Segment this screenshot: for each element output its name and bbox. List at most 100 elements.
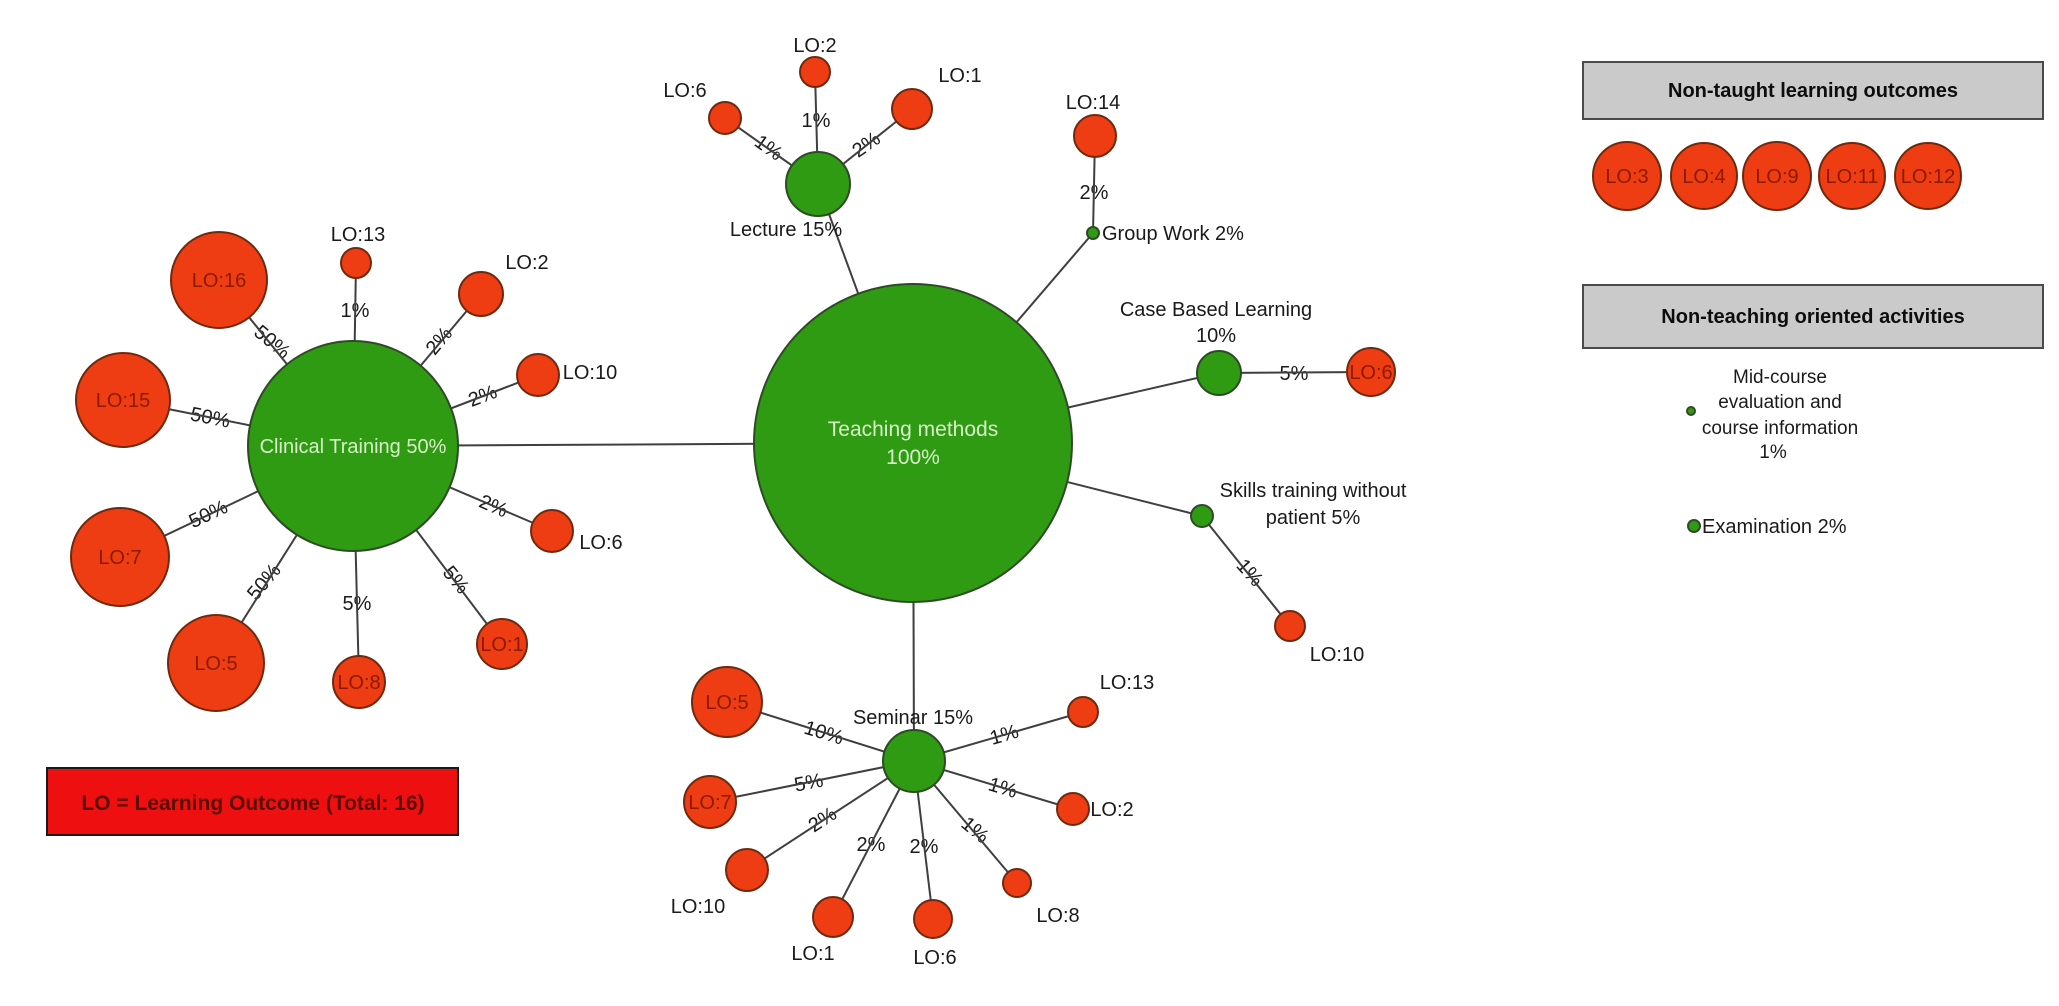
case-based-label-line1: Case Based Learning (1120, 299, 1312, 321)
label-clinical-lo16: LO:16 (192, 270, 246, 292)
label-seminar-lo6: LO:6 (913, 947, 956, 969)
node-seminar-lo1 (812, 896, 854, 938)
label-clinical-lo15: LO:15 (96, 390, 150, 412)
label-seminar-lo8: LO:8 (1036, 905, 1079, 927)
label-clinical-lo1: LO:1 (480, 634, 523, 656)
note-box-group: LO = Learning Outcome (Total: 16) (46, 767, 459, 836)
node-seminar (882, 729, 946, 793)
label-lecture-lo1: LO:1 (938, 65, 981, 87)
legend-non-taught-header-box (1582, 61, 2044, 120)
edge-seminar-lo10 (746, 760, 915, 871)
label-clinical-lo10: LO:10 (563, 362, 617, 384)
node-seminar-lo7 (683, 775, 737, 829)
label-casebased-lo6: LO:6 (1349, 362, 1392, 384)
nodes (70, 56, 1396, 939)
label-clinical-lo13: LO:13 (331, 224, 385, 246)
legend-node-lo12 (1894, 142, 1962, 210)
label-groupwork-lo14: LO:14 (1066, 92, 1120, 114)
label-seminar-lo2: LO:2 (1090, 799, 1133, 821)
legend-non-taught-title: Non-taught learning outcomes (1668, 80, 1958, 102)
label-seminar-lo10: LO:10 (671, 896, 725, 918)
group-work-label: Group Work 2% (1102, 223, 1244, 245)
node-casebased-lo6 (1346, 347, 1396, 397)
node-clinical-lo5 (167, 614, 265, 712)
note-text: LO = Learning Outcome (Total: 16) (81, 792, 424, 815)
node-lecture-lo6 (708, 101, 742, 135)
node-lecture-lo2 (799, 56, 831, 88)
midcourse-line3: course information (1702, 418, 1858, 439)
outside-labels: LO:13 LO:2 LO:10 LO:6 LO:6 LO:2 LO:1 LO:… (331, 35, 1364, 969)
legend-non-teaching-title: Non-teaching oriented activities (1661, 306, 1964, 328)
node-lecture-lo1 (891, 88, 933, 130)
label-seminar-lo1: LO:1 (791, 943, 834, 965)
label-clinical-lo2: LO:2 (505, 252, 548, 274)
label-seminar-lo5: LO:5 (705, 692, 748, 714)
skills-label-line2: patient 5% (1266, 507, 1361, 529)
legend-node-lo11 (1818, 142, 1886, 210)
legend-node-lo4 (1670, 142, 1738, 210)
pct-clinical-lo5: 50% (243, 560, 286, 605)
legend-non-teaching-header-box (1582, 284, 2044, 349)
legend-label-lo4: LO:4 (1682, 166, 1725, 188)
label-clinical-lo5: LO:5 (194, 653, 237, 675)
label-clinical-lo7: LO:7 (98, 547, 141, 569)
legend-non-teaching: Non-teaching oriented activities Mid-cou… (1582, 284, 2044, 538)
node-clinical-lo6 (530, 509, 574, 553)
node-labels: Teaching methods 100% Clinical Training … (260, 219, 1407, 729)
note-box (46, 767, 459, 836)
node-clinical-lo13 (340, 247, 372, 279)
node-clinical-lo7 (70, 507, 170, 607)
case-based-label-line2: 10% (1196, 325, 1236, 347)
node-group-work (1086, 226, 1100, 240)
node-clinical-lo10 (516, 353, 560, 397)
label-skills-lo10: LO:10 (1310, 644, 1364, 666)
label-clinical-lo8: LO:8 (337, 672, 380, 694)
lecture-label: Lecture 15% (730, 219, 843, 241)
node-seminar-lo13 (1067, 696, 1099, 728)
legend-non-taught: Non-taught learning outcomes LO:3 LO:4 L… (1582, 61, 2044, 211)
edge-skills-lo10 (1201, 515, 1291, 627)
node-seminar-lo10 (725, 848, 769, 892)
clinical-training-label: Clinical Training 50% (260, 436, 447, 458)
edge-casebased-lo6 (1218, 371, 1372, 374)
node-seminar-lo5 (691, 666, 763, 738)
node-clinical-lo1 (476, 618, 528, 670)
legend-node-lo9 (1742, 141, 1812, 211)
inside-labels: LO:16 LO:15 LO:7 LO:5 LO:8 LO:1 LO:5 LO:… (96, 270, 1393, 814)
node-case-based-learning (1196, 350, 1242, 396)
teaching-methods-label-line2: 100% (886, 446, 940, 469)
legend-label-lo3: LO:3 (1605, 166, 1648, 188)
node-groupwork-lo14 (1073, 114, 1117, 158)
examination-label: Examination 2% (1702, 516, 1847, 538)
edge-seminar-lo7 (709, 760, 915, 803)
midcourse-line4: 1% (1759, 442, 1787, 463)
legend-label-lo12: LO:12 (1901, 166, 1955, 188)
label-lecture-lo2: LO:2 (793, 35, 836, 57)
label-seminar-lo7: LO:7 (688, 792, 731, 814)
node-clinical-training (247, 340, 459, 552)
label-lecture-lo6: LO:6 (663, 80, 706, 102)
pct-casebased-lo6: 5% (1280, 363, 1309, 385)
legend-label-lo11: LO:11 (1826, 166, 1879, 188)
legend-node-lo3 (1592, 141, 1662, 211)
node-clinical-lo15 (75, 352, 171, 448)
node-lecture (785, 151, 851, 217)
node-seminar-lo6 (913, 899, 953, 939)
midcourse-line1: Mid-course (1733, 367, 1827, 388)
midcourse-line2: evaluation and (1718, 392, 1842, 413)
node-teaching-methods (753, 283, 1073, 603)
teaching-methods-label-line1: Teaching methods (828, 418, 998, 441)
examination-dot (1687, 519, 1701, 533)
node-clinical-lo16 (170, 231, 268, 329)
label-seminar-lo13: LO:13 (1100, 672, 1154, 694)
midcourse-dot (1686, 406, 1696, 416)
node-clinical-lo8 (332, 655, 386, 709)
legend-label-lo9: LO:9 (1755, 166, 1798, 188)
node-seminar-lo8 (1002, 868, 1032, 898)
seminar-label: Seminar 15% (853, 707, 973, 729)
node-skills-lo10 (1274, 610, 1306, 642)
node-seminar-lo2 (1056, 792, 1090, 826)
node-skills-training (1190, 504, 1214, 528)
